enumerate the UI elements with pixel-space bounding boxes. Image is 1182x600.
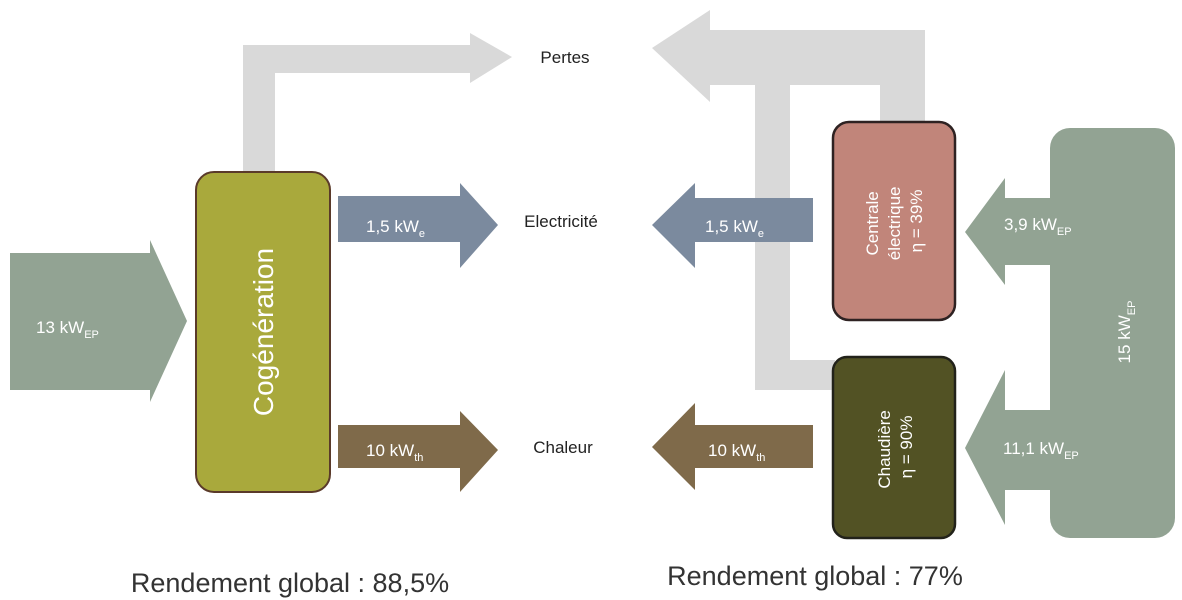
- power-plant-box: [831, 120, 957, 322]
- input-arrow: [10, 240, 187, 402]
- electricity-arrow: [652, 183, 813, 268]
- plant-input-arrow: [965, 178, 1060, 285]
- plant-label: Centrale électrique η = 39%: [863, 182, 926, 260]
- loss-flow: [243, 33, 512, 172]
- label-main: 3,9 kW: [1004, 215, 1057, 234]
- summary: Rendement global : 77%: [667, 561, 963, 591]
- heat-arrow: [652, 403, 813, 490]
- label-sub: th: [414, 452, 423, 464]
- label-main: 10 kW: [366, 441, 414, 460]
- boiler-label: Chaudière η = 90%: [875, 405, 916, 488]
- input-label: 13 kWEP: [36, 318, 99, 341]
- label-sub: EP: [1064, 450, 1079, 462]
- label-main: 10 kW: [708, 441, 756, 460]
- boiler-input-label: 11,1 kWEP: [1003, 439, 1079, 462]
- heat-label: 10 kWth: [708, 441, 765, 464]
- label-sub: e: [758, 228, 764, 240]
- label-sub: EP: [84, 329, 99, 341]
- total-label: 15 kWEP: [1115, 301, 1138, 364]
- label-main: 11,1 kW: [1003, 439, 1064, 458]
- boiler-box: [831, 355, 957, 540]
- label-line: η = 39%: [907, 190, 926, 253]
- cogeneration-box: [195, 171, 331, 493]
- label-line: Centrale: [863, 191, 882, 255]
- label-line: Chaudière: [875, 410, 894, 488]
- label-main: 15 kW: [1115, 315, 1134, 363]
- total-input: [1050, 128, 1175, 538]
- label-main: 1,5 kW: [705, 217, 758, 236]
- heat-label: 10 kWth: [366, 441, 423, 464]
- label-line: électrique: [885, 187, 904, 261]
- label-main: 13 kW: [36, 318, 84, 337]
- electricity-arrow: [338, 183, 498, 268]
- summary: Rendement global : 88,5%: [131, 568, 449, 598]
- losses-label: Pertes: [540, 48, 589, 67]
- label-line: η = 90%: [897, 416, 916, 479]
- heat-label: Chaleur: [533, 438, 593, 457]
- label-main: 1,5 kW: [366, 217, 419, 236]
- boiler-input-arrow: [965, 370, 1060, 525]
- plant-input-label: 3,9 kWEP: [1004, 215, 1072, 238]
- label-sub: EP: [1057, 226, 1072, 238]
- electricity-label: 1,5 kWe: [366, 217, 425, 240]
- label-sub: EP: [1126, 301, 1138, 316]
- label-sub: th: [756, 452, 765, 464]
- heat-arrow: [338, 411, 498, 492]
- unit-label: Cogénération: [248, 248, 279, 416]
- label-sub: e: [419, 228, 425, 240]
- electricity-label: Electricité: [524, 212, 598, 231]
- electricity-label: 1,5 kWe: [705, 217, 764, 240]
